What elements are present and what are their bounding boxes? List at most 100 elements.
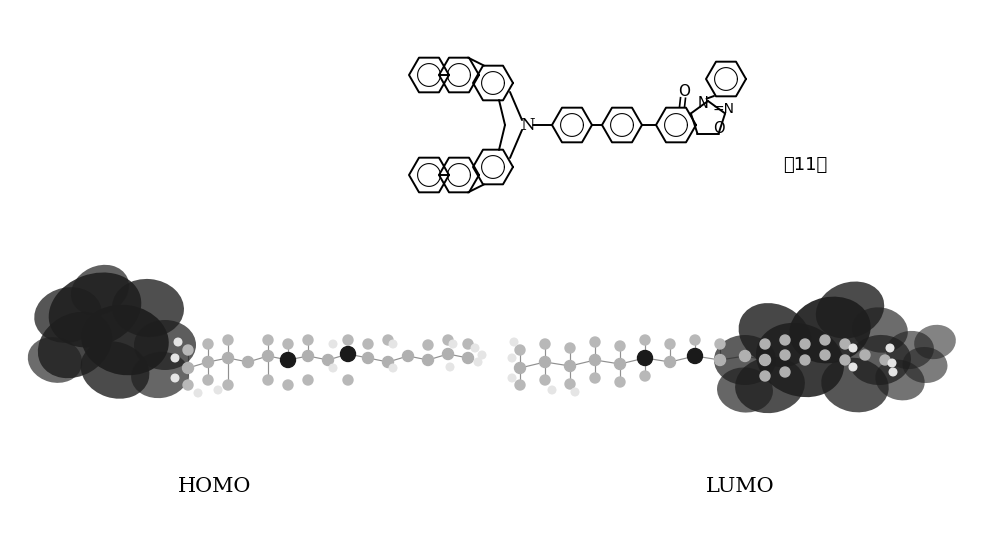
Circle shape <box>389 364 397 372</box>
Circle shape <box>690 350 700 362</box>
Circle shape <box>263 375 273 385</box>
Ellipse shape <box>816 281 884 339</box>
Circle shape <box>214 386 222 394</box>
Circle shape <box>202 357 214 367</box>
Ellipse shape <box>903 347 947 383</box>
Ellipse shape <box>886 331 934 369</box>
Circle shape <box>571 388 579 396</box>
Circle shape <box>443 335 453 345</box>
Circle shape <box>590 355 600 365</box>
Circle shape <box>508 354 516 362</box>
Circle shape <box>780 335 790 345</box>
Circle shape <box>322 355 334 365</box>
Circle shape <box>564 360 576 372</box>
Circle shape <box>363 339 373 349</box>
Circle shape <box>303 375 313 385</box>
Circle shape <box>340 347 356 362</box>
Circle shape <box>800 355 810 365</box>
Ellipse shape <box>739 303 811 367</box>
Circle shape <box>449 340 457 348</box>
Circle shape <box>615 341 625 351</box>
Ellipse shape <box>49 272 141 348</box>
Circle shape <box>760 371 770 381</box>
Circle shape <box>203 375 213 385</box>
Ellipse shape <box>134 320 196 370</box>
Circle shape <box>389 340 397 348</box>
Circle shape <box>664 357 676 367</box>
Circle shape <box>280 352 296 367</box>
Circle shape <box>715 339 725 349</box>
Circle shape <box>540 375 550 385</box>
Text: LUMO: LUMO <box>706 477 774 497</box>
Circle shape <box>688 349 702 364</box>
Ellipse shape <box>38 312 112 378</box>
Circle shape <box>614 358 626 370</box>
Circle shape <box>780 350 790 360</box>
Circle shape <box>515 345 525 355</box>
Circle shape <box>343 335 353 345</box>
Circle shape <box>471 344 479 352</box>
Circle shape <box>183 380 193 390</box>
Circle shape <box>423 340 433 350</box>
Circle shape <box>514 363 526 373</box>
Circle shape <box>565 379 575 389</box>
Circle shape <box>422 355 434 365</box>
Circle shape <box>886 344 894 352</box>
Ellipse shape <box>714 335 776 385</box>
Circle shape <box>442 349 454 359</box>
Circle shape <box>508 374 516 382</box>
Ellipse shape <box>789 296 871 363</box>
Circle shape <box>548 386 556 394</box>
Circle shape <box>640 371 650 381</box>
Circle shape <box>262 350 274 362</box>
Ellipse shape <box>71 265 129 315</box>
Circle shape <box>283 355 294 365</box>
Circle shape <box>640 352 650 364</box>
Ellipse shape <box>131 352 189 398</box>
Circle shape <box>463 339 473 349</box>
Circle shape <box>849 363 857 371</box>
Circle shape <box>510 338 518 346</box>
Circle shape <box>590 337 600 347</box>
Circle shape <box>780 367 790 377</box>
Ellipse shape <box>81 341 149 399</box>
Circle shape <box>540 357 550 367</box>
Circle shape <box>171 354 179 362</box>
Circle shape <box>665 339 675 349</box>
Circle shape <box>820 350 830 360</box>
Ellipse shape <box>34 287 102 343</box>
Circle shape <box>515 380 525 390</box>
Circle shape <box>849 344 857 352</box>
Circle shape <box>382 357 394 367</box>
Text: O: O <box>678 83 690 98</box>
Circle shape <box>383 335 393 345</box>
Circle shape <box>820 335 830 345</box>
Ellipse shape <box>112 279 184 337</box>
Ellipse shape <box>849 335 911 385</box>
Circle shape <box>283 339 293 349</box>
Circle shape <box>303 335 313 345</box>
Circle shape <box>860 350 870 360</box>
Ellipse shape <box>735 357 805 413</box>
Ellipse shape <box>28 337 82 383</box>
Circle shape <box>329 340 337 348</box>
Circle shape <box>242 357 254 367</box>
Circle shape <box>740 350 750 362</box>
Circle shape <box>889 368 897 376</box>
Circle shape <box>615 377 625 387</box>
Circle shape <box>203 339 213 349</box>
Circle shape <box>840 339 850 349</box>
Circle shape <box>760 339 770 349</box>
Circle shape <box>840 355 850 365</box>
Text: O: O <box>713 121 725 136</box>
Circle shape <box>638 350 652 365</box>
Circle shape <box>462 352 474 364</box>
Circle shape <box>714 355 726 365</box>
Circle shape <box>283 380 293 390</box>
Circle shape <box>302 350 314 362</box>
Circle shape <box>474 358 482 366</box>
Circle shape <box>263 335 273 345</box>
Circle shape <box>760 355 770 365</box>
Circle shape <box>222 352 234 364</box>
Text: HOMO: HOMO <box>178 477 252 497</box>
